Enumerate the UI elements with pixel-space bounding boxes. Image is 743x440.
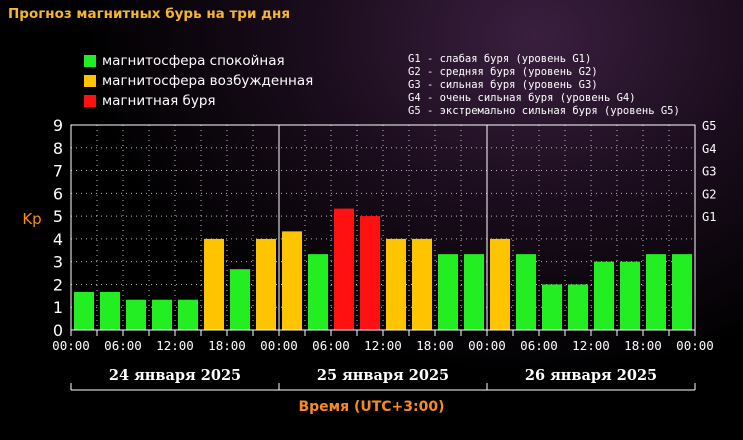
bar-14 <box>438 254 458 330</box>
bar-21 <box>620 261 640 330</box>
x-tick-label: 06:00 <box>104 338 142 353</box>
bar-7 <box>256 238 276 330</box>
g-tick-label: G3 <box>702 165 716 179</box>
g-legend-g5: G5 - экстремально сильная буря (уровень … <box>408 105 680 117</box>
legend-label-active: магнитосфера возбужденная <box>102 73 314 89</box>
y-tick-label: 4 <box>53 230 63 249</box>
x-tick-label: 06:00 <box>520 338 558 353</box>
x-tick-label: 00:00 <box>468 338 506 353</box>
y-tick-label: 6 <box>53 184 63 203</box>
bar-4 <box>178 299 198 330</box>
bar-15 <box>464 254 484 330</box>
legend-item-storm: магнитная буря <box>84 93 216 109</box>
bar-23 <box>672 254 692 330</box>
legend-swatch-storm <box>84 95 96 107</box>
x-tick-label: 12:00 <box>156 338 194 353</box>
bar-16 <box>490 238 510 330</box>
bar-11 <box>360 216 380 330</box>
bar-0 <box>74 291 94 330</box>
g-legend-g2: G2 - средняя буря (уровень G2) <box>408 66 598 78</box>
bar-2 <box>126 299 146 330</box>
bar-18 <box>542 284 562 330</box>
g-legend-g3: G3 - сильная буря (уровень G3) <box>408 79 598 91</box>
g-tick-label: G2 <box>702 187 716 201</box>
bar-1 <box>100 291 120 330</box>
day-label: 25 января 2025 <box>317 367 449 384</box>
x-tick-label: 00:00 <box>52 338 90 353</box>
x-tick-label: 00:00 <box>260 338 298 353</box>
x-tick-label: 06:00 <box>312 338 350 353</box>
g-tick-label: G5 <box>702 119 716 133</box>
x-tick-label: 18:00 <box>416 338 454 353</box>
bar-9 <box>308 254 328 330</box>
legend-label-storm: магнитная буря <box>102 93 216 109</box>
g-tick-label: G4 <box>702 142 716 156</box>
y-tick-label: 8 <box>53 139 63 158</box>
x-tick-label: 12:00 <box>364 338 402 353</box>
x-tick-label: 18:00 <box>208 338 246 353</box>
bar-12 <box>386 238 406 330</box>
bar-3 <box>152 299 172 330</box>
y-tick-label: 1 <box>53 298 63 317</box>
bar-17 <box>516 254 536 330</box>
bar-5 <box>204 238 224 330</box>
chart-title: Прогноз магнитных бурь на три дня <box>8 6 290 22</box>
y-tick-label: 7 <box>53 162 63 181</box>
day-label: 26 января 2025 <box>525 367 657 384</box>
y-tick-label: 2 <box>53 275 63 294</box>
y-tick-label: 0 <box>53 321 63 340</box>
g-legend-g1: G1 - слабая буря (уровень G1) <box>408 53 592 65</box>
bar-10 <box>334 208 354 330</box>
legend-item-quiet: магнитосфера спокойная <box>84 53 285 69</box>
y-tick-label: 5 <box>53 207 63 226</box>
bar-19 <box>568 284 588 330</box>
y-tick-label: 9 <box>53 116 63 135</box>
bar-13 <box>412 238 432 330</box>
g-tick-label: G1 <box>702 210 716 224</box>
bar-22 <box>646 254 666 330</box>
g-legend-g4: G4 - очень сильная буря (уровень G4) <box>408 92 636 104</box>
y-axis-label: Kp <box>22 210 41 228</box>
y-tick-label: 3 <box>53 253 63 272</box>
x-tick-label: 18:00 <box>624 338 662 353</box>
day-label: 24 января 2025 <box>109 367 241 384</box>
x-tick-label: 12:00 <box>572 338 610 353</box>
legend-label-quiet: магнитосфера спокойная <box>102 53 285 69</box>
x-axis-title: Время (UTC+3:00) <box>298 399 445 415</box>
legend-item-active: магнитосфера возбужденная <box>84 73 313 89</box>
legend-swatch-active <box>84 75 96 87</box>
legend-swatch-quiet <box>84 55 96 67</box>
bar-20 <box>594 261 614 330</box>
bar-6 <box>230 269 250 330</box>
bar-8 <box>282 231 302 330</box>
x-tick-label: 00:00 <box>676 338 714 353</box>
